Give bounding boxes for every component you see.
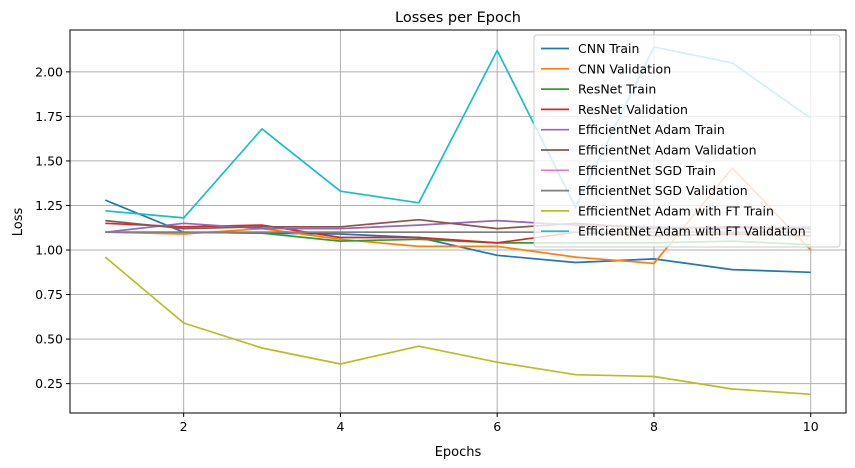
plot-frame	[69, 29, 847, 414]
x-tick-label: 2	[180, 419, 188, 434]
legend-label: ResNet Train	[578, 82, 656, 97]
y-tick-label: 0.50	[35, 332, 63, 347]
legend-label: EfficientNet Adam with FT Train	[578, 203, 774, 218]
x-tick-label: 6	[493, 419, 501, 434]
legend-label: EfficientNet Adam Validation	[578, 143, 757, 158]
y-tick-label: 0.25	[35, 376, 63, 391]
legend-label: EfficientNet SGD Validation	[578, 183, 748, 198]
series-line	[104, 256, 811, 396]
x-axis-label: Epochs	[435, 445, 482, 460]
legend-label: CNN Train	[578, 41, 639, 56]
y-tick-label: 1.50	[35, 153, 63, 168]
legend-label: EfficientNet Adam Train	[578, 122, 725, 137]
y-tick-label: 0.75	[35, 287, 63, 302]
x-tick-label: 4	[336, 419, 344, 434]
legend-label: EfficientNet Adam with FT Validation	[578, 224, 806, 239]
y-tick-label: 2.00	[35, 64, 63, 79]
legend-label: CNN Validation	[578, 61, 671, 76]
axis-ticks: 2 4 6 8 10 0.25 0.50 0.75 1.00 1.25 1.50 1.75 2.00	[35, 64, 819, 434]
legend-label: ResNet Validation	[578, 102, 688, 117]
y-tick-label: 1.00	[35, 243, 63, 258]
legend-label: EfficientNet SGD Train	[578, 163, 716, 178]
x-tick-label: 10	[803, 419, 819, 434]
y-tick-label: 1.25	[35, 198, 63, 213]
y-axis-label: Loss	[11, 208, 26, 237]
chart-title: Losses per Epoch	[395, 10, 521, 26]
legend-box	[533, 34, 841, 248]
legend: CNN Train CNN Validation ResNet Train ResNe…	[533, 34, 841, 248]
x-tick-label: 8	[650, 419, 658, 434]
y-tick-label: 1.75	[35, 109, 63, 124]
